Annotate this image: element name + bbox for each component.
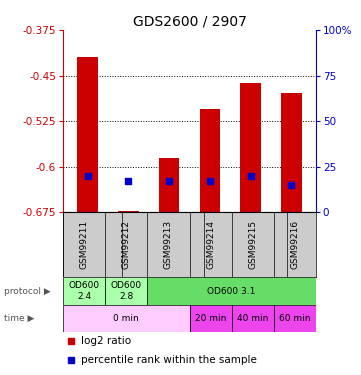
Bar (147, 278, 316, 305)
Bar (105, 278, 147, 305)
Title: GDS2600 / 2907: GDS2600 / 2907 (132, 15, 247, 29)
Text: OD600
2.4: OD600 2.4 (69, 282, 100, 301)
Point (166, 178, 172, 184)
Text: GSM99212: GSM99212 (122, 220, 131, 269)
Bar (159, 158, 179, 212)
Bar (118, 210, 139, 212)
Text: GSM99215: GSM99215 (248, 220, 257, 270)
Text: 0 min: 0 min (113, 314, 139, 323)
Bar (274, 305, 316, 332)
Point (288, 182, 294, 188)
Bar (232, 305, 274, 332)
Text: percentile rank within the sample: percentile rank within the sample (81, 355, 257, 365)
Text: GSM99213: GSM99213 (164, 220, 173, 270)
Text: log2 ratio: log2 ratio (81, 336, 131, 346)
Text: GSM99211: GSM99211 (80, 220, 89, 270)
Text: GSM99214: GSM99214 (206, 220, 215, 269)
Text: 40 min: 40 min (237, 314, 268, 323)
Point (207, 178, 213, 184)
Bar (240, 83, 261, 212)
Text: 20 min: 20 min (195, 314, 226, 323)
Text: OD600
2.8: OD600 2.8 (111, 282, 142, 301)
Text: time ▶: time ▶ (4, 314, 34, 323)
Point (248, 173, 253, 179)
Bar (63, 278, 105, 305)
Bar (190, 305, 232, 332)
Text: OD600 3.1: OD600 3.1 (208, 286, 256, 296)
Bar (63, 305, 190, 332)
Text: GSM99216: GSM99216 (290, 220, 299, 270)
Bar (78, 57, 98, 212)
Text: 60 min: 60 min (279, 314, 310, 323)
Text: protocol ▶: protocol ▶ (4, 286, 51, 296)
Bar (281, 93, 301, 212)
Point (85, 173, 91, 179)
Bar (200, 109, 220, 212)
Point (126, 178, 131, 184)
